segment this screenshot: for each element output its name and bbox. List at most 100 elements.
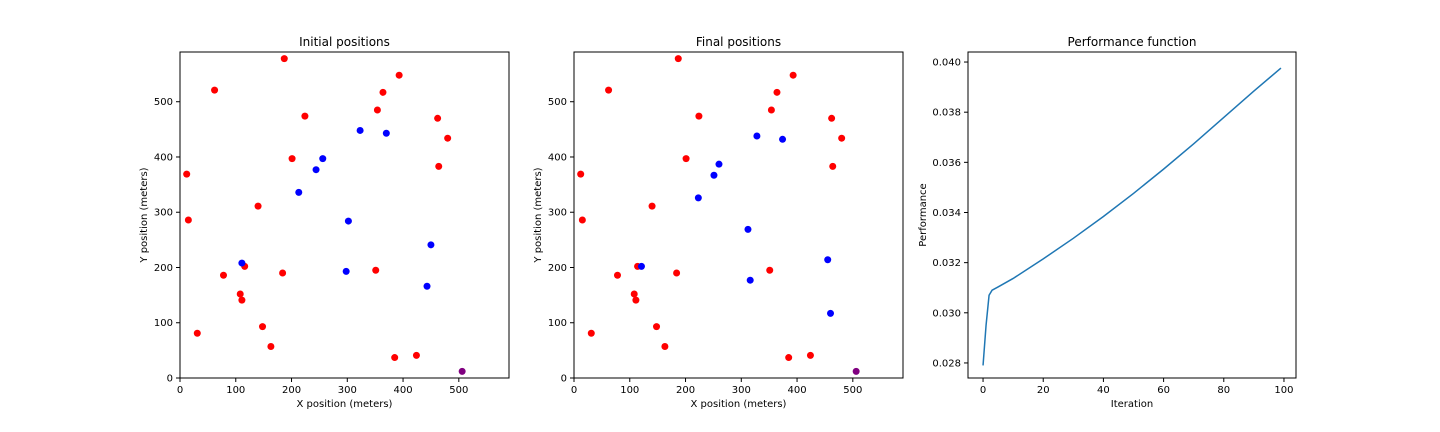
red-point — [806, 351, 814, 359]
red-point — [838, 134, 846, 142]
x-tick-label: 0 — [980, 385, 986, 396]
x-tick-label: 400 — [394, 385, 413, 396]
y-tick-label: 0.040 — [932, 58, 961, 69]
performance-line — [982, 67, 1282, 366]
blue-point — [427, 241, 435, 249]
y-tick-label: 500 — [548, 97, 567, 108]
red-point — [280, 55, 288, 63]
red-point — [379, 88, 387, 96]
chart-title: Final positions — [696, 35, 781, 49]
red-point — [577, 170, 585, 178]
red-point — [828, 114, 836, 122]
red-point — [767, 106, 775, 114]
axes-frame — [967, 51, 1297, 379]
blue-point — [319, 155, 327, 163]
blue-point — [423, 282, 431, 290]
red-point — [653, 323, 661, 331]
blue-point — [312, 166, 320, 174]
blue-point — [779, 135, 787, 143]
red-point — [395, 71, 403, 79]
x-tick-label: 80 — [1217, 385, 1230, 396]
red-point — [587, 329, 595, 337]
red-point — [785, 354, 793, 362]
red-point — [412, 351, 420, 359]
x-tick-label: 300 — [732, 385, 751, 396]
red-point — [434, 114, 442, 122]
y-tick-label: 0.028 — [932, 358, 961, 369]
final-positions-panel: Final positions X position (meters) Y po… — [533, 35, 904, 410]
y-tick-label: 200 — [548, 263, 567, 274]
red-point — [695, 112, 703, 120]
y-tick-label: 300 — [548, 208, 567, 219]
blue-point — [694, 194, 702, 202]
x-tick-label: 0 — [571, 385, 577, 396]
chart-title: Performance function — [1068, 35, 1197, 49]
blue-point — [827, 309, 835, 317]
red-point — [238, 296, 246, 304]
y-tick-label: 0 — [561, 374, 567, 385]
red-point — [435, 162, 443, 170]
x-tick-label: 200 — [282, 385, 301, 396]
x-tick-label: 100 — [1274, 385, 1293, 396]
x-tick-label: 20 — [1037, 385, 1050, 396]
blue-point — [753, 132, 761, 140]
y-tick-label: 0.032 — [932, 258, 961, 269]
x-tick-label: 60 — [1157, 385, 1170, 396]
red-point — [766, 266, 774, 274]
purple-point — [458, 367, 466, 375]
x-axis-label: X position (meters) — [691, 399, 787, 410]
red-point — [259, 323, 267, 331]
x-tick-label: 500 — [843, 385, 862, 396]
y-tick-label: 100 — [154, 318, 173, 329]
blue-point — [746, 276, 754, 284]
blue-point — [382, 129, 390, 137]
red-point — [789, 71, 797, 79]
red-point — [184, 216, 192, 224]
blue-point — [637, 262, 645, 270]
blue-point — [710, 171, 718, 179]
red-point — [254, 202, 262, 210]
initial-positions-panel: Initial positions X position (meters) Y … — [139, 35, 510, 410]
y-tick-label: 0.038 — [932, 108, 961, 119]
chart-title: Initial positions — [299, 35, 390, 49]
blue-point — [824, 256, 832, 264]
blue-point — [744, 225, 752, 233]
y-axis-label: Y position (meters) — [139, 167, 150, 263]
axes-frame — [179, 51, 510, 379]
red-point — [682, 155, 690, 163]
red-point — [630, 290, 638, 298]
red-point — [444, 134, 452, 142]
blue-point — [344, 217, 352, 225]
blue-point — [295, 188, 303, 196]
red-point — [373, 106, 381, 114]
blue-point — [238, 259, 246, 267]
blue-point — [356, 126, 364, 134]
x-tick-label: 200 — [676, 385, 695, 396]
y-tick-label: 200 — [154, 263, 173, 274]
red-point — [773, 88, 781, 96]
y-tick-label: 0.036 — [932, 158, 961, 169]
x-tick-label: 40 — [1097, 385, 1110, 396]
red-point — [605, 86, 613, 94]
x-tick-label: 300 — [338, 385, 357, 396]
y-tick-label: 0 — [167, 374, 173, 385]
red-point — [674, 55, 682, 63]
purple-point — [852, 367, 860, 375]
y-tick-label: 100 — [548, 318, 567, 329]
red-point — [183, 170, 191, 178]
red-point — [648, 202, 656, 210]
red-point — [267, 343, 275, 351]
red-point — [613, 271, 621, 279]
red-point — [673, 269, 681, 277]
x-tick-label: 100 — [226, 385, 245, 396]
blue-point — [715, 160, 723, 168]
red-point — [211, 86, 219, 94]
red-point — [391, 354, 399, 362]
x-tick-label: 0 — [177, 385, 183, 396]
red-point — [661, 343, 669, 351]
red-point — [301, 112, 309, 120]
red-point — [372, 266, 380, 274]
x-tick-label: 100 — [620, 385, 639, 396]
red-point — [236, 290, 244, 298]
x-tick-label: 400 — [788, 385, 807, 396]
